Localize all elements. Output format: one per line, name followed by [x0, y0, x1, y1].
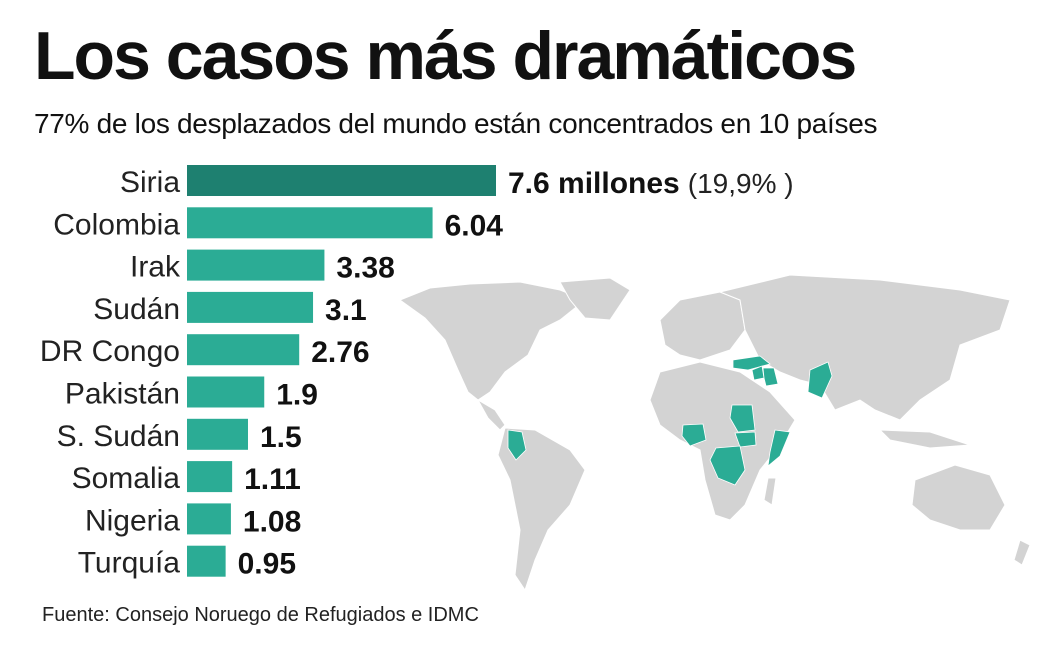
category-label: Sudán — [93, 293, 180, 326]
chart-subtitle: 77% de los desplazados del mundo están c… — [34, 108, 878, 139]
value-label: 1.11 — [244, 463, 301, 496]
map-europe — [659, 291, 746, 361]
category-label: Pakistán — [65, 378, 180, 411]
map-australia — [911, 464, 1006, 531]
category-label: Siria — [120, 166, 180, 199]
map-iraq — [762, 367, 779, 387]
chart-title: Los casos más dramáticos — [34, 18, 857, 94]
category-label: Irak — [130, 251, 181, 284]
bar — [187, 461, 233, 493]
map-new-zealand — [1013, 539, 1031, 566]
category-label: Turquía — [78, 547, 181, 580]
value-label: 3.1 — [325, 294, 367, 327]
map-africa — [649, 361, 796, 521]
percent-annotation: (19,9% ) — [688, 168, 794, 199]
bar — [187, 207, 433, 239]
category-label: Colombia — [53, 208, 180, 241]
bar — [187, 545, 226, 577]
value-label: 1.5 — [260, 421, 302, 454]
bar — [187, 165, 496, 196]
category-label: Somalia — [72, 462, 181, 495]
map-central-america — [476, 398, 506, 431]
map-colombia — [507, 429, 527, 461]
value-label: 1.08 — [243, 505, 301, 538]
map-greenland — [559, 277, 631, 321]
bar — [187, 334, 300, 366]
map-north-america — [398, 281, 586, 401]
map-dr-congo — [709, 445, 746, 486]
bar — [187, 503, 231, 535]
category-label: S. Sudán — [57, 420, 180, 453]
map-south-america — [497, 427, 586, 592]
value-label: 7.6 millones — [508, 167, 680, 200]
bar — [187, 418, 248, 450]
value-label: 3.38 — [336, 252, 394, 285]
source-note: Fuente: Consejo Noruego de Refugiados e … — [42, 604, 479, 626]
value-label: 1.9 — [276, 379, 318, 412]
map-south-sudan — [734, 431, 757, 448]
map-madagascar — [763, 477, 777, 506]
category-label: DR Congo — [40, 335, 180, 368]
value-label: 2.76 — [311, 336, 369, 369]
value-label: 6.04 — [445, 209, 504, 242]
map-indonesia — [878, 429, 971, 449]
bar — [187, 376, 265, 408]
bar — [187, 291, 314, 323]
map-sudan — [729, 404, 756, 433]
bar — [187, 249, 325, 281]
map-nigeria — [681, 423, 707, 447]
value-label: 0.95 — [238, 548, 296, 581]
map-somalia — [767, 429, 791, 467]
category-label: Nigeria — [85, 504, 180, 537]
map-pakistan — [807, 361, 833, 399]
